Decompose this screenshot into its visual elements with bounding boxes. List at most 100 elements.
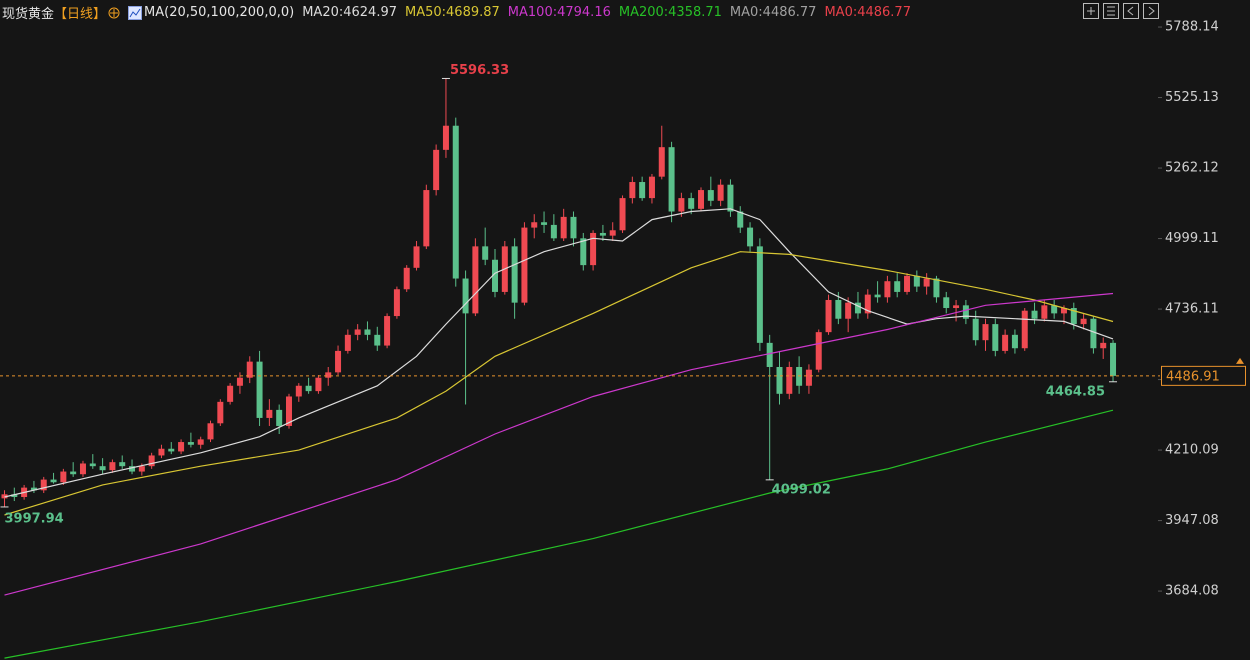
candle — [845, 297, 852, 333]
candle — [590, 230, 597, 271]
candle-body — [354, 329, 361, 335]
candle-body — [138, 466, 145, 472]
candle-body — [384, 316, 391, 346]
candle-body — [541, 222, 548, 225]
candle-body — [639, 182, 646, 199]
candle-body — [1011, 334, 1018, 349]
candle — [354, 324, 361, 341]
candle — [70, 462, 77, 477]
candle-body — [776, 366, 783, 394]
y-tick-label: 3947.08 — [1165, 513, 1219, 528]
candle-body — [962, 305, 969, 319]
candle — [825, 294, 832, 335]
candle — [953, 299, 960, 322]
candle-body — [570, 216, 577, 239]
legend-item: MA0:4486.77 — [729, 5, 817, 20]
candle-body — [874, 294, 881, 298]
y-tick-label: 4736.11 — [1165, 302, 1219, 317]
candle-body — [207, 423, 214, 440]
candle-body — [550, 224, 557, 239]
candle-body — [884, 281, 891, 298]
candle — [1100, 337, 1107, 359]
candle-body — [992, 324, 999, 351]
candle-body — [1100, 342, 1107, 349]
candle — [40, 476, 47, 493]
extreme-label: 4099.02 — [772, 482, 831, 497]
candle — [756, 238, 763, 351]
candle-body — [1031, 310, 1038, 319]
candle-body — [923, 278, 930, 287]
candle-body — [462, 278, 469, 314]
extreme-label: 4464.85 — [1046, 384, 1105, 399]
candle — [30, 480, 37, 493]
candle — [894, 273, 901, 298]
candle — [305, 377, 312, 394]
legend-item: MA20:4624.97 — [302, 5, 397, 20]
candle-body — [109, 462, 116, 471]
candle-body — [1110, 342, 1117, 376]
candle — [266, 399, 273, 426]
period[interactable]: 【日线】 — [54, 7, 107, 22]
candle-body — [364, 329, 371, 335]
candle-body — [913, 275, 920, 287]
layout-button[interactable] — [1103, 3, 1119, 19]
ma-line — [4, 292, 1114, 596]
indicator-icon[interactable] — [128, 5, 143, 20]
settings-icon[interactable] — [108, 7, 120, 19]
candle-body — [305, 385, 312, 392]
zoom-button[interactable] — [1083, 3, 1099, 19]
candle — [99, 458, 106, 475]
candle — [698, 187, 705, 212]
candle-body — [511, 246, 518, 303]
candle — [560, 208, 567, 241]
candle-body — [335, 350, 342, 373]
candle-body — [1090, 318, 1097, 349]
candle-body — [325, 372, 332, 378]
candle — [79, 460, 86, 477]
candle — [688, 192, 695, 215]
candle — [207, 420, 214, 443]
candle-body — [492, 259, 498, 292]
candle — [874, 281, 881, 303]
candle-body — [344, 334, 351, 351]
prev-button[interactable] — [1123, 3, 1139, 19]
candle-body — [79, 463, 86, 475]
candle — [521, 222, 528, 306]
candle-body — [89, 463, 96, 467]
candle — [109, 459, 116, 473]
candle-body — [658, 147, 665, 177]
candle — [815, 329, 822, 373]
candle — [168, 442, 175, 455]
candle-body — [1051, 305, 1058, 314]
candle-body — [119, 462, 126, 467]
candle-body — [423, 190, 430, 247]
candle-body — [953, 305, 960, 309]
candle-body — [187, 442, 194, 445]
candle — [678, 192, 685, 217]
candle-body — [678, 198, 685, 212]
candle-body — [246, 361, 253, 378]
candle-body — [580, 238, 587, 266]
candle — [236, 372, 243, 394]
candle — [295, 383, 302, 402]
candle-body — [1080, 318, 1087, 325]
candle — [541, 211, 548, 233]
ma-line — [4, 409, 1114, 659]
candle — [403, 265, 410, 292]
candle — [1090, 316, 1097, 354]
candle — [668, 141, 675, 223]
candle — [884, 275, 891, 303]
candle — [962, 299, 969, 325]
candle-body — [766, 342, 773, 367]
next-button[interactable] — [1143, 3, 1159, 19]
candle — [639, 176, 646, 201]
y-tick-label: 4210.09 — [1165, 443, 1219, 458]
candle — [1011, 329, 1018, 354]
candle-body — [796, 366, 803, 386]
header: 现货黄金 【日线】 MA(20,50,100,200,0,0) MA20:462… — [2, 3, 911, 22]
candle-body — [786, 366, 793, 394]
candle — [472, 238, 479, 317]
candle-body — [609, 230, 616, 236]
candle-body — [668, 147, 675, 212]
